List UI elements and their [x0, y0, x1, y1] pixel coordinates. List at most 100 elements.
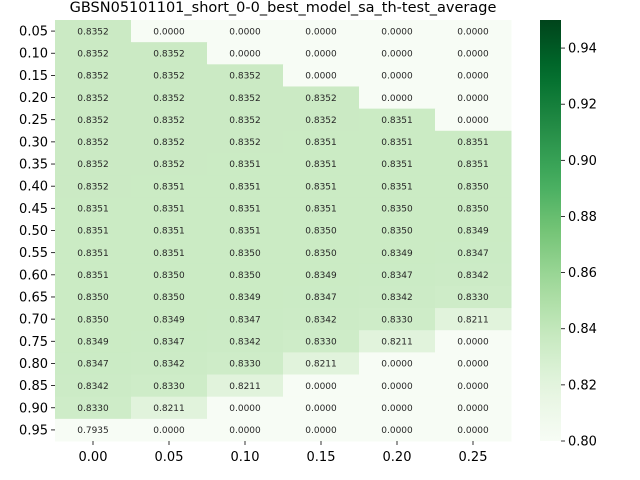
cell-value-label: 0.8351 [305, 160, 337, 170]
heatmap-cell [435, 241, 512, 265]
heatmap-cell [131, 352, 208, 376]
heatmap-cell [207, 42, 284, 65]
y-tick-label: 0.95 [19, 423, 48, 438]
cell-value-label: 0.8211 [153, 404, 185, 414]
heatmap-cell [131, 219, 208, 243]
cell-value-label: 0.8352 [77, 116, 109, 126]
heatmap-cell [207, 219, 284, 243]
heatmap-cell [131, 285, 208, 309]
y-tick-label: 0.55 [19, 246, 48, 261]
y-tick-label: 0.65 [19, 290, 48, 305]
heatmap-cell [207, 285, 284, 309]
cell-value-label: 0.8347 [77, 360, 109, 370]
cell-value-label: 0.0000 [381, 27, 413, 37]
cell-value-label: 0.8351 [457, 160, 489, 170]
cell-value-label: 0.8352 [153, 94, 185, 104]
heatmap-cell [359, 396, 436, 420]
heatmap-cell [55, 418, 132, 442]
cell-value-label: 0.8349 [153, 315, 185, 325]
cell-value-label: 0.0000 [381, 72, 413, 82]
cell-value-label: 0.8211 [381, 337, 413, 347]
cell-value-label: 0.0000 [381, 404, 413, 414]
heatmap-cell [283, 86, 360, 110]
cell-value-label: 0.0000 [305, 27, 337, 37]
heatmap-cell [55, 197, 132, 220]
y-tick-label: 0.10 [19, 47, 48, 62]
cell-value-label: 0.8351 [153, 182, 185, 192]
cell-value-label: 0.8351 [153, 227, 185, 237]
cell-value-label: 0.0000 [457, 404, 489, 414]
heatmap-cell [359, 152, 436, 176]
x-tick-label: 0.00 [79, 450, 108, 465]
cell-value-label: 0.0000 [229, 426, 261, 436]
colorbar-tick-label: 0.80 [568, 435, 597, 450]
cell-value-label: 0.8351 [381, 116, 413, 126]
cell-value-label: 0.8352 [153, 116, 185, 126]
heatmap-cell [435, 42, 512, 65]
heatmap-cell [207, 263, 284, 287]
heatmap-cell [207, 20, 284, 43]
cell-value-label: 0.8350 [381, 227, 413, 237]
cell-value-label: 0.8211 [305, 360, 337, 370]
cell-value-label: 0.8350 [381, 205, 413, 215]
heatmap-cell [359, 86, 436, 110]
cell-value-label: 0.8352 [229, 138, 261, 148]
heatmap-cell [55, 152, 132, 176]
cell-value-label: 0.8330 [77, 404, 109, 414]
cell-value-label: 0.8351 [381, 138, 413, 148]
cell-value-label: 0.8352 [229, 72, 261, 82]
cell-value-label: 0.8351 [229, 227, 261, 237]
heatmap-cell [207, 396, 284, 420]
cell-value-label: 0.0000 [381, 94, 413, 104]
cell-value-label: 0.8351 [77, 205, 109, 215]
y-tick-label: 0.15 [19, 69, 48, 84]
y-tick-label: 0.25 [19, 113, 48, 128]
cell-value-label: 0.0000 [305, 49, 337, 59]
cell-value-label: 0.0000 [381, 382, 413, 392]
heatmap-cell [207, 175, 284, 198]
cell-value-label: 0.8330 [229, 360, 261, 370]
cell-value-label: 0.8352 [153, 160, 185, 170]
heatmap-cell [435, 418, 512, 442]
heatmap-cell [359, 175, 436, 198]
heatmap-cell [435, 152, 512, 176]
heatmap-cell [55, 219, 132, 243]
cell-value-label: 0.0000 [457, 426, 489, 436]
heatmap-cell [435, 64, 512, 87]
cell-value-label: 0.8352 [77, 27, 109, 37]
heatmap-cell [131, 20, 208, 43]
heatmap-cell [131, 241, 208, 265]
cell-value-label: 0.0000 [457, 27, 489, 37]
heatmap-cell [55, 352, 132, 376]
heatmap-cell [55, 374, 132, 398]
heatmap-cell [207, 86, 284, 110]
cell-value-label: 0.0000 [381, 360, 413, 370]
heatmap-cell [359, 42, 436, 65]
cell-value-label: 0.8351 [305, 138, 337, 148]
y-tick-label: 0.50 [19, 224, 48, 239]
y-tick-label: 0.45 [19, 202, 48, 217]
heatmap-cell [435, 20, 512, 43]
heatmap-cell [283, 219, 360, 243]
cell-value-label: 0.8347 [229, 315, 261, 325]
heatmap-cell [207, 352, 284, 376]
y-tick-label: 0.30 [19, 135, 48, 150]
heatmap-cell [435, 330, 512, 353]
heatmap-cell [359, 108, 436, 132]
cell-value-label: 0.8342 [381, 293, 413, 303]
heatmap-cell [55, 285, 132, 309]
cell-value-label: 0.8351 [457, 138, 489, 148]
heatmap-cell [283, 130, 360, 154]
heatmap-cell [435, 219, 512, 243]
heatmap-cell [55, 86, 132, 110]
heatmap-cell [359, 308, 436, 331]
heatmap-cell [283, 396, 360, 420]
cell-value-label: 0.0000 [457, 116, 489, 126]
cell-value-label: 0.0000 [229, 49, 261, 59]
heatmap-cell [435, 352, 512, 376]
cell-value-label: 0.8330 [305, 337, 337, 347]
heatmap-cell [283, 152, 360, 176]
heatmap-cell [359, 20, 436, 43]
cell-value-label: 0.0000 [229, 27, 261, 37]
